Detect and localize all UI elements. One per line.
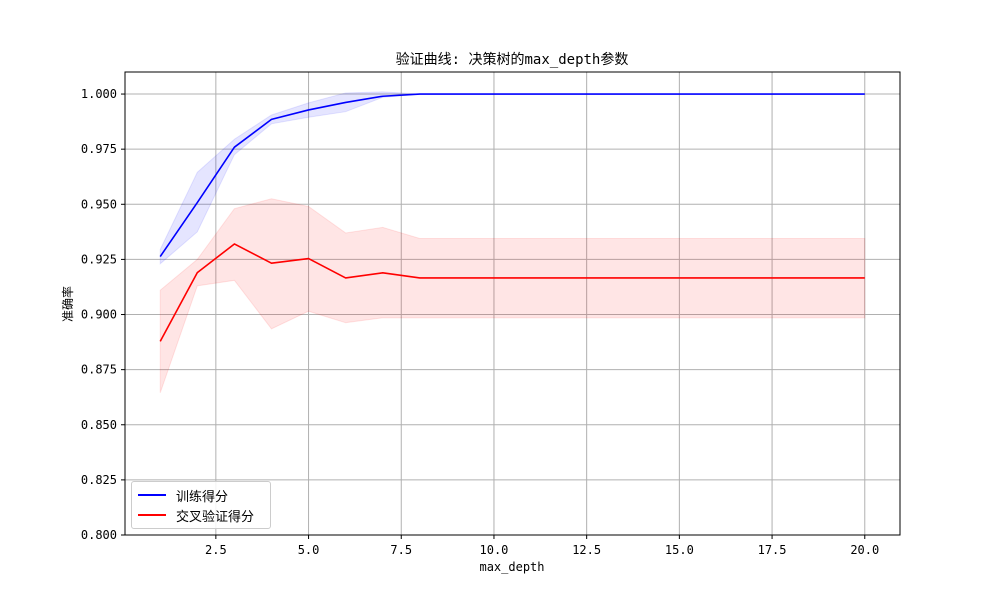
y-tick-label: 0.825 xyxy=(81,473,117,487)
legend-swatch-cv xyxy=(138,514,166,516)
y-tick-label: 0.850 xyxy=(81,418,117,432)
y-axis-label: 准确率 xyxy=(60,286,75,322)
legend-swatch-train xyxy=(138,494,166,496)
x-tick-label: 12.5 xyxy=(572,543,601,557)
legend-item-cv: 交叉验证得分 xyxy=(138,505,254,525)
y-tick-label: 0.900 xyxy=(81,308,117,322)
y-tick-label: 1.000 xyxy=(81,87,117,101)
x-tick-label: 15.0 xyxy=(665,543,694,557)
y-tick-label: 0.800 xyxy=(81,528,117,542)
series-1-band xyxy=(159,198,866,393)
plot-area-frame xyxy=(124,71,901,536)
legend-label-cv: 交叉验证得分 xyxy=(176,509,255,525)
series-0-line xyxy=(159,93,865,257)
series-1-line xyxy=(159,243,865,342)
series-lines xyxy=(159,93,865,342)
x-tick-label: 20.0 xyxy=(850,543,879,557)
y-tick-label: 0.925 xyxy=(81,252,117,266)
legend-label-train: 训练得分 xyxy=(176,489,229,505)
x-axis-label: max_depth xyxy=(479,560,544,574)
y-tick-label: 0.950 xyxy=(81,197,117,211)
x-tick-label: 2.5 xyxy=(205,543,227,557)
y-axis-ticks: 0.800 0.825 0.850 0.875 0.900 0.925 0.950 0.975… xyxy=(81,87,125,542)
x-axis-ticks: 2.5 5.0 7.5 10.0 12.5 15.0 17.5 20.0 xyxy=(205,535,879,557)
x-tick-label: 5.0 xyxy=(298,543,320,557)
legend-item-train: 训练得分 xyxy=(138,485,228,505)
y-tick-label: 0.875 xyxy=(81,363,117,377)
chart-title: 验证曲线: 决策树的max_depth参数 xyxy=(396,51,629,68)
legend: 训练得分 交叉验证得分 xyxy=(131,481,271,529)
x-tick-label: 10.0 xyxy=(480,543,509,557)
confidence-bands xyxy=(159,91,866,393)
y-tick-label: 0.975 xyxy=(81,142,117,156)
x-tick-label: 7.5 xyxy=(390,543,412,557)
x-tick-label: 17.5 xyxy=(758,543,787,557)
